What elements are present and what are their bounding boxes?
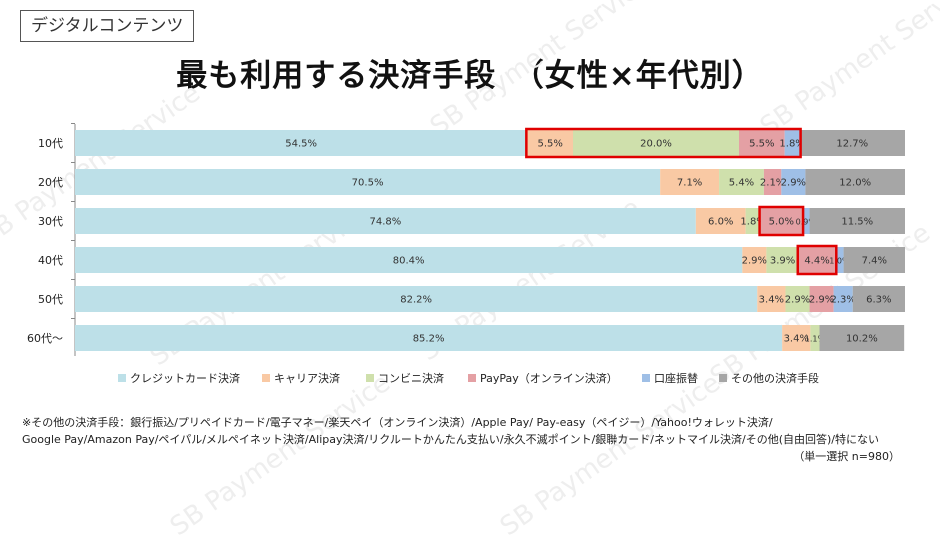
bar-segment bbox=[660, 169, 720, 195]
bar-segment bbox=[833, 286, 853, 312]
bar-segment bbox=[799, 130, 905, 156]
data-label: 2.9% bbox=[785, 295, 810, 306]
bar-segment bbox=[784, 130, 800, 156]
stacked-bar-chart: 10代 54.5% 5.5% 20.0% 5.5% 1.8% 12.7% 20代 70.5% 7.… bbox=[27, 123, 905, 385]
data-label: 3.4% bbox=[759, 295, 784, 306]
data-label: 12.0% bbox=[839, 178, 871, 189]
bar-segment bbox=[75, 169, 661, 195]
category-label: 40代 bbox=[38, 254, 63, 267]
legend-swatch bbox=[366, 374, 374, 382]
bar-segment bbox=[742, 247, 767, 273]
category-label: 10代 bbox=[38, 137, 63, 150]
data-label: 1.0% bbox=[829, 257, 850, 266]
data-label: 2.3% bbox=[830, 295, 855, 306]
highlight-box bbox=[758, 205, 805, 237]
bar-segment bbox=[809, 286, 834, 312]
data-label: 5.0% bbox=[769, 217, 794, 228]
data-label: 85.2% bbox=[413, 334, 445, 345]
data-label: 80.4% bbox=[393, 256, 425, 267]
data-label: 6.0% bbox=[708, 217, 733, 228]
data-label: 10.2% bbox=[846, 334, 878, 345]
data-label: 0.9% bbox=[796, 218, 817, 227]
legend-label: その他の決済手段 bbox=[731, 371, 819, 385]
bar-segment bbox=[75, 208, 696, 234]
data-label: 2.9% bbox=[781, 178, 806, 189]
legend-swatch bbox=[468, 374, 476, 382]
footnote-line1: ※その他の決済手段：銀行振込/プリペイドカード/電子マネー/楽天ペイ（オンライン… bbox=[22, 416, 773, 429]
bar-segment bbox=[745, 208, 761, 234]
bar-segment bbox=[802, 208, 810, 234]
page-title: 最も利用する決済手段 （女性×年代別） bbox=[176, 58, 764, 94]
highlight-box bbox=[796, 244, 838, 276]
data-label: 5.5% bbox=[537, 139, 562, 150]
bar-segment bbox=[805, 169, 905, 195]
data-label: 4.4% bbox=[804, 256, 829, 267]
bar-segment bbox=[810, 325, 820, 351]
category-label: 30代 bbox=[38, 215, 63, 228]
data-label: 82.2% bbox=[400, 295, 432, 306]
bar-segment bbox=[75, 286, 758, 312]
bar-segment bbox=[781, 169, 806, 195]
bar-segment bbox=[809, 208, 905, 234]
bar-segment bbox=[75, 130, 528, 156]
legend-swatch bbox=[118, 374, 126, 382]
legend-label: クレジットカード決済 bbox=[130, 371, 240, 385]
data-label: 1.8% bbox=[779, 139, 804, 150]
bar-segment bbox=[835, 247, 844, 273]
bar-segment bbox=[695, 208, 746, 234]
data-label: 20.0% bbox=[640, 139, 672, 150]
legend-label: コンビニ決済 bbox=[378, 371, 444, 385]
data-label: 2.1% bbox=[760, 178, 785, 189]
data-label: 74.8% bbox=[370, 217, 402, 228]
data-label: 54.5% bbox=[285, 139, 317, 150]
bar-segment bbox=[760, 208, 803, 234]
data-label: 2.9% bbox=[742, 256, 767, 267]
data-label: 7.4% bbox=[862, 256, 887, 267]
legend-swatch bbox=[642, 374, 650, 382]
legend-label: キャリア決済 bbox=[274, 371, 340, 385]
bar-segment bbox=[782, 325, 811, 351]
data-label: 6.3% bbox=[866, 295, 891, 306]
bar-segment bbox=[739, 130, 785, 156]
data-label: 12.7% bbox=[836, 139, 868, 150]
legend-label: 口座振替 bbox=[654, 371, 698, 385]
data-label: 3.4% bbox=[784, 334, 809, 345]
legend-swatch bbox=[719, 374, 727, 382]
bar-segment bbox=[819, 325, 905, 351]
bar-segment bbox=[785, 286, 810, 312]
data-label: 11.5% bbox=[841, 217, 873, 228]
bar-segment bbox=[766, 247, 799, 273]
data-label: 5.5% bbox=[749, 139, 774, 150]
bar-segment bbox=[798, 247, 836, 273]
bar-segment bbox=[763, 169, 782, 195]
category-label: 60代～ bbox=[27, 332, 63, 345]
data-label: 1.8% bbox=[740, 217, 765, 228]
sample-size-note: （単一選択 n=980） bbox=[793, 450, 900, 463]
category-tag: デジタルコンテンツ bbox=[20, 10, 195, 42]
data-label: 1.1% bbox=[805, 335, 826, 344]
bar-segment bbox=[843, 247, 905, 273]
bar-segment bbox=[719, 169, 764, 195]
category-label: 50代 bbox=[38, 293, 63, 306]
legend-swatch bbox=[262, 374, 270, 382]
data-label: 3.9% bbox=[770, 256, 795, 267]
data-label: 5.4% bbox=[729, 178, 754, 189]
data-label: 2.9% bbox=[809, 295, 834, 306]
legend-label: PayPay（オンライン決済） bbox=[480, 371, 618, 385]
category-label: 20代 bbox=[38, 176, 63, 189]
data-label: 7.1% bbox=[677, 178, 702, 189]
bar-segment bbox=[75, 325, 783, 351]
highlight-box bbox=[525, 127, 802, 159]
bar-segment bbox=[852, 286, 905, 312]
bar-segment bbox=[75, 247, 743, 273]
footnote-line2: Google Pay/Amazon Pay/ペイパル/メルペイネット決済/Ali… bbox=[22, 433, 879, 446]
bar-segment bbox=[527, 130, 573, 156]
bar-segment bbox=[757, 286, 786, 312]
bar-segment bbox=[573, 130, 739, 156]
data-label: 70.5% bbox=[352, 178, 384, 189]
